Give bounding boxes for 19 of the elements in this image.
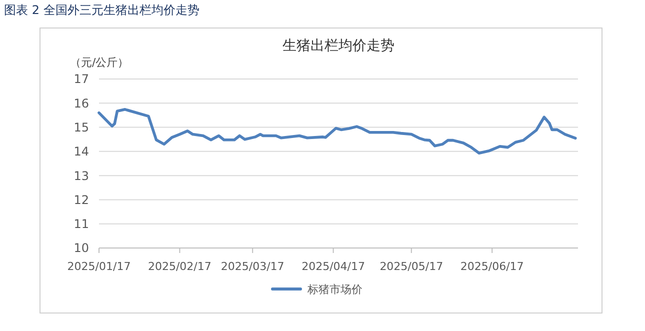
x-tick-label: 2025/03/17: [220, 260, 284, 273]
line-series: [98, 108, 577, 155]
y-tick-label: 14: [74, 144, 89, 159]
y-axis-title: （元/公斤）: [70, 56, 129, 69]
chart-title: 生猪出栏均价走势: [282, 38, 394, 54]
legend-label: 标猪市场价: [306, 282, 362, 296]
y-tick-label: 12: [74, 192, 89, 207]
y-tick-label: 11: [74, 217, 89, 232]
y-tick-label: 17: [74, 72, 89, 86]
x-tick-label: 2025/04/17: [302, 260, 365, 273]
chart-subtitle: 图表 2 全国外三元生猪出栏均价走势: [4, 3, 200, 17]
x-tick-label: 2025/01/17: [67, 260, 131, 273]
x-tick-label: 2025/02/17: [148, 260, 212, 273]
y-tick-label: 16: [74, 96, 89, 110]
y-tick-label: 13: [74, 168, 89, 183]
y-tick-label: 10: [74, 241, 89, 256]
y-tick-label: 15: [74, 120, 89, 134]
x-tick-label: 2025/05/17: [380, 260, 444, 273]
x-tick-label: 2025/06/17: [460, 260, 524, 273]
